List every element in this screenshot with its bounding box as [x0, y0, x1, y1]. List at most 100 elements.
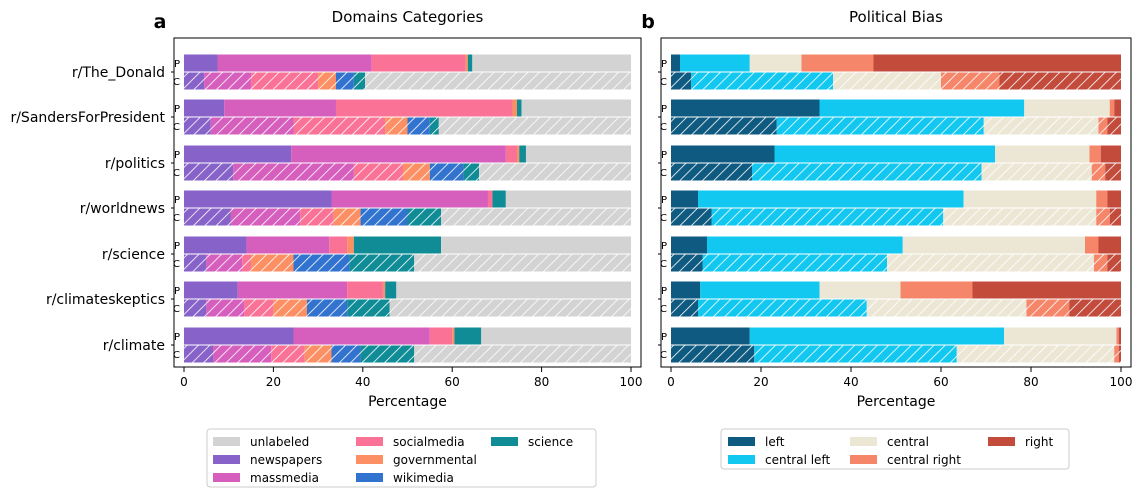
bar-socialmedia-P — [329, 236, 348, 254]
bar-central-right-P — [1116, 327, 1119, 345]
legend-swatch-socialmedia — [356, 437, 383, 446]
hatch-overlay — [184, 345, 214, 363]
bar-science-P — [467, 54, 473, 72]
hatch-overlay — [438, 117, 631, 135]
hatch-overlay — [479, 163, 631, 181]
legend-swatch-massmedia — [213, 473, 240, 482]
hatch-overlay — [429, 117, 439, 135]
hatch-overlay — [233, 163, 354, 181]
bar-central-left-P — [698, 190, 964, 208]
row-label-P: P — [661, 241, 667, 252]
row-label-C: C — [660, 213, 667, 224]
legend-label: central left — [765, 453, 830, 467]
hatch-overlay — [698, 299, 867, 317]
row-label-C: C — [660, 350, 667, 361]
hatch-overlay — [711, 208, 944, 226]
hatch-overlay — [300, 208, 334, 226]
row-label-C: C — [660, 259, 667, 270]
legend-swatch-newspapers — [213, 455, 240, 464]
x-tick-label: 20 — [753, 375, 768, 389]
hatch-overlay — [943, 208, 1097, 226]
bar-newspapers-P — [184, 281, 238, 299]
bar-right-P — [1100, 145, 1121, 163]
x-tick-label: 80 — [534, 375, 549, 389]
bar-governmental-P — [347, 236, 354, 254]
legend-label: right — [1025, 435, 1053, 449]
bar-left-P — [671, 54, 680, 72]
bar-governmental-P — [452, 327, 455, 345]
hatch-overlay — [407, 208, 442, 226]
row-label-C: C — [173, 304, 180, 315]
bar-left-P — [671, 281, 701, 299]
hatch-overlay — [999, 72, 1121, 90]
hatch-overlay — [293, 117, 386, 135]
hatch-overlay — [691, 72, 833, 90]
bar-central-P — [1024, 99, 1110, 117]
hatch-overlay — [360, 208, 408, 226]
hatch-overlay — [671, 345, 755, 363]
x-tick-label: 20 — [266, 375, 281, 389]
hatch-overlay — [403, 163, 430, 181]
legend-label: left — [765, 435, 785, 449]
bar-science-P — [519, 145, 526, 163]
hatch-overlay — [429, 163, 464, 181]
legend-label: governmental — [393, 453, 477, 467]
hatch-overlay — [244, 299, 274, 317]
hatch-overlay — [271, 345, 305, 363]
hatch-overlay — [441, 208, 631, 226]
bar-unlabeled-P — [525, 145, 631, 163]
bar-socialmedia-P — [335, 99, 513, 117]
legend: unlabeled newspapers massmedia socialmedia g… — [206, 428, 597, 488]
hatch-overlay — [306, 299, 348, 317]
bar-central-left-P — [700, 281, 820, 299]
hatch-overlay — [414, 254, 631, 272]
bar-massmedia-P — [293, 327, 430, 345]
row-label-P: P — [174, 286, 180, 297]
hatch-overlay — [184, 72, 205, 90]
x-tick-label: 100 — [1110, 375, 1132, 389]
row-label-C: C — [173, 122, 180, 133]
row-label-P: P — [174, 150, 180, 161]
bar-central-left-P — [707, 236, 903, 254]
hatch-overlay — [983, 117, 1099, 135]
row-label-P: P — [661, 59, 667, 70]
row-label-P: P — [174, 241, 180, 252]
row-label-P: P — [661, 104, 667, 115]
row-label-C: C — [660, 122, 667, 133]
hatch-overlay — [206, 254, 243, 272]
hatch-overlay — [230, 208, 301, 226]
bar-newspapers-P — [184, 54, 218, 72]
category-label: r/politics — [105, 156, 165, 172]
hatch-overlay — [389, 299, 631, 317]
hatch-overlay — [1107, 117, 1121, 135]
legend-swatch-governmental — [356, 455, 383, 464]
hatch-overlay — [353, 163, 404, 181]
row-label-C: C — [173, 213, 180, 224]
category-label: r/science — [102, 247, 165, 263]
x-tick-label: 80 — [1023, 375, 1038, 389]
hatch-overlay — [1094, 254, 1108, 272]
legend-swatch-central — [850, 437, 877, 446]
bar-massmedia-P — [237, 281, 348, 299]
hatch-overlay — [671, 254, 703, 272]
bar-science-P — [385, 281, 397, 299]
legend-label: newspapers — [250, 453, 322, 467]
bar-governmental-P — [465, 54, 468, 72]
hatch-overlay — [671, 117, 777, 135]
row-label-P: P — [661, 286, 667, 297]
hatch-overlay — [671, 299, 698, 317]
legend-label: massmedia — [250, 471, 319, 485]
bar-right-P — [1098, 236, 1121, 254]
hatch-overlay — [333, 208, 361, 226]
row-label-C: C — [660, 77, 667, 88]
bar-right-P — [1114, 99, 1121, 117]
hatch-overlay — [1096, 208, 1110, 226]
bar-unlabeled-P — [441, 236, 631, 254]
bar-unlabeled-P — [521, 99, 631, 117]
bar-right-P — [972, 281, 1121, 299]
bar-central-P — [819, 281, 901, 299]
row-label-C: C — [173, 168, 180, 179]
category-label: r/climateskeptics — [46, 292, 165, 308]
bar-massmedia-P — [217, 54, 372, 72]
